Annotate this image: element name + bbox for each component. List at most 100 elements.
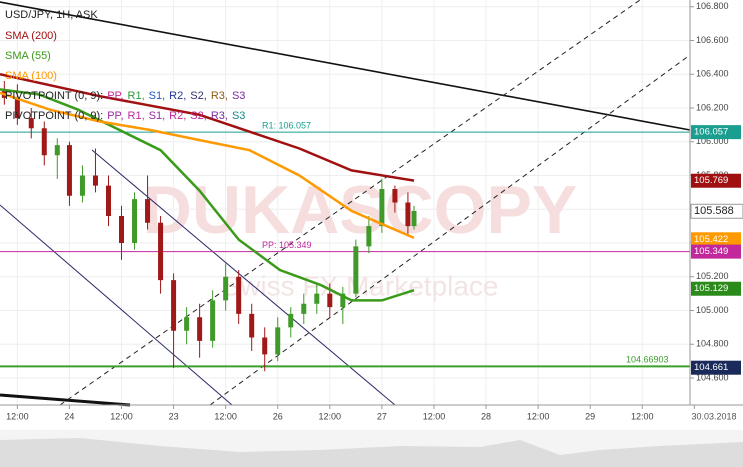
price-tag-label: 105.129	[694, 283, 728, 294]
y-tick-label: 106.000	[696, 136, 729, 146]
candle-body	[79, 175, 85, 196]
legend-pivot-label: PIVOTPOINT (0, 9):	[5, 110, 103, 122]
candle-body	[119, 216, 125, 243]
sma-line	[0, 91, 415, 240]
candle-body	[132, 199, 138, 243]
channel-line	[59, 0, 641, 406]
candle-body	[262, 337, 268, 355]
legend-pivot: PIVOTPOINT (0, 9): PP, R1, S1, R2, S2, R3, S3	[5, 90, 245, 102]
legend-pivot-item: S3	[232, 110, 245, 122]
candle-body	[210, 300, 216, 341]
price-tag-label: 104.661	[694, 362, 728, 373]
candle-body	[379, 189, 385, 227]
trend-line	[0, 1, 691, 131]
y-tick-label: 106.800	[696, 1, 729, 11]
trend-line	[0, 393, 131, 407]
price-tag	[691, 360, 741, 375]
y-tick-label: 105.200	[696, 271, 729, 281]
price-tag-label: 105.349	[694, 246, 728, 257]
level-label: 104.66903	[626, 355, 669, 365]
navigator-area	[0, 438, 743, 467]
x-tick-label: 12:00	[214, 411, 237, 421]
grid	[0, 0, 695, 405]
candle-body	[54, 145, 60, 156]
watermark-sub: Swiss FX Marketplace	[222, 270, 499, 301]
candle-body	[223, 276, 229, 301]
price-tag	[691, 232, 741, 247]
legend-pivot: PIVOTPOINT (0, 9): PP, R1, S1, R2, S2, R3, S3	[5, 110, 245, 122]
candle-body	[28, 118, 34, 129]
levels: R1: 106.057 PP: 105.349 104.66903	[0, 121, 690, 368]
candle-body	[236, 276, 242, 314]
channel-line	[91, 149, 396, 406]
x-tick-label: 12:00	[110, 411, 133, 421]
candle-body	[353, 246, 359, 294]
legend-pivot-item: R3,	[211, 90, 228, 102]
candle-body	[314, 293, 320, 304]
x-tick-label: 27	[377, 411, 387, 421]
watermark: DUKASCOPY	[143, 172, 578, 248]
x-tick-label: 26	[273, 411, 283, 421]
level-label: R1: 106.057	[262, 121, 311, 131]
candle-body	[158, 222, 164, 281]
price-tag	[690, 203, 743, 219]
sma-lines	[0, 72, 415, 302]
candle-body	[92, 175, 98, 186]
x-tick-label: 12:00	[423, 411, 446, 421]
candle-body	[340, 293, 346, 308]
price-tag-label: 105.422	[694, 234, 728, 245]
legend-pivot-item: S3	[232, 90, 245, 102]
chart-title: USD/JPY, 1H, ASK	[5, 9, 98, 21]
price-tag-label: 105.769	[694, 175, 728, 186]
candle-body	[288, 313, 294, 328]
y-tick-label: 104.600	[696, 372, 729, 382]
y-tick-label: 106.200	[696, 102, 729, 112]
candle-body	[275, 327, 281, 355]
candle-body	[66, 145, 72, 196]
candle-body	[14, 97, 20, 119]
price-tag-label: 106.057	[694, 127, 728, 138]
x-tick-label: 23	[169, 411, 179, 421]
x-tick-label: 24	[64, 411, 74, 421]
candle-body	[411, 210, 417, 227]
candle-body	[41, 128, 47, 156]
legend-entry: SMA (200)	[5, 30, 57, 42]
legend-pivot-item: S1,	[149, 110, 166, 122]
channel-line	[0, 204, 233, 406]
legend-pivot-item: S2,	[190, 90, 207, 102]
legend-entry: SMA (55)	[5, 50, 51, 62]
legend-pivot-item: S1,	[149, 90, 166, 102]
x-tick-label: 12:00	[319, 411, 342, 421]
channel-line	[209, 54, 691, 406]
legend-entry: SMA (100)	[5, 70, 57, 82]
x-tick-label: 12:00	[631, 411, 654, 421]
legend: USD/JPY, 1H, ASK SMA (200) SMA (55) SMA (10…	[5, 9, 245, 122]
price-tag-label: 105.588	[694, 205, 734, 217]
legend-pivot-item: R3,	[211, 110, 228, 122]
sma-line	[0, 72, 415, 182]
legend-pivot-label: PIVOTPOINT (0, 9):	[5, 90, 103, 102]
date-label: 30.03.2018	[691, 411, 736, 421]
candle-body	[301, 303, 307, 314]
candle-body	[171, 280, 177, 331]
legend-pivot-item: R1,	[128, 90, 145, 102]
legend-pivot-item: PP,	[107, 110, 123, 122]
y-tick-label: 104.800	[696, 339, 729, 349]
candle-body	[105, 185, 111, 216]
price-tag	[691, 281, 741, 296]
legend-pivot-item: PP,	[107, 90, 123, 102]
x-tick-label: 29	[585, 411, 595, 421]
candle-body	[197, 317, 203, 341]
legend-pivot-item: R1,	[128, 110, 145, 122]
price-tag	[691, 125, 741, 140]
candle-body	[366, 226, 372, 247]
legend-pivot-item: R2,	[169, 110, 186, 122]
legend-pivot-item: S2,	[190, 110, 207, 122]
candle-body	[327, 293, 333, 308]
x-tick-label: 28	[481, 411, 491, 421]
x-tick-label: 12:00	[6, 411, 29, 421]
sma-line	[0, 88, 415, 302]
candle-body	[392, 189, 398, 203]
